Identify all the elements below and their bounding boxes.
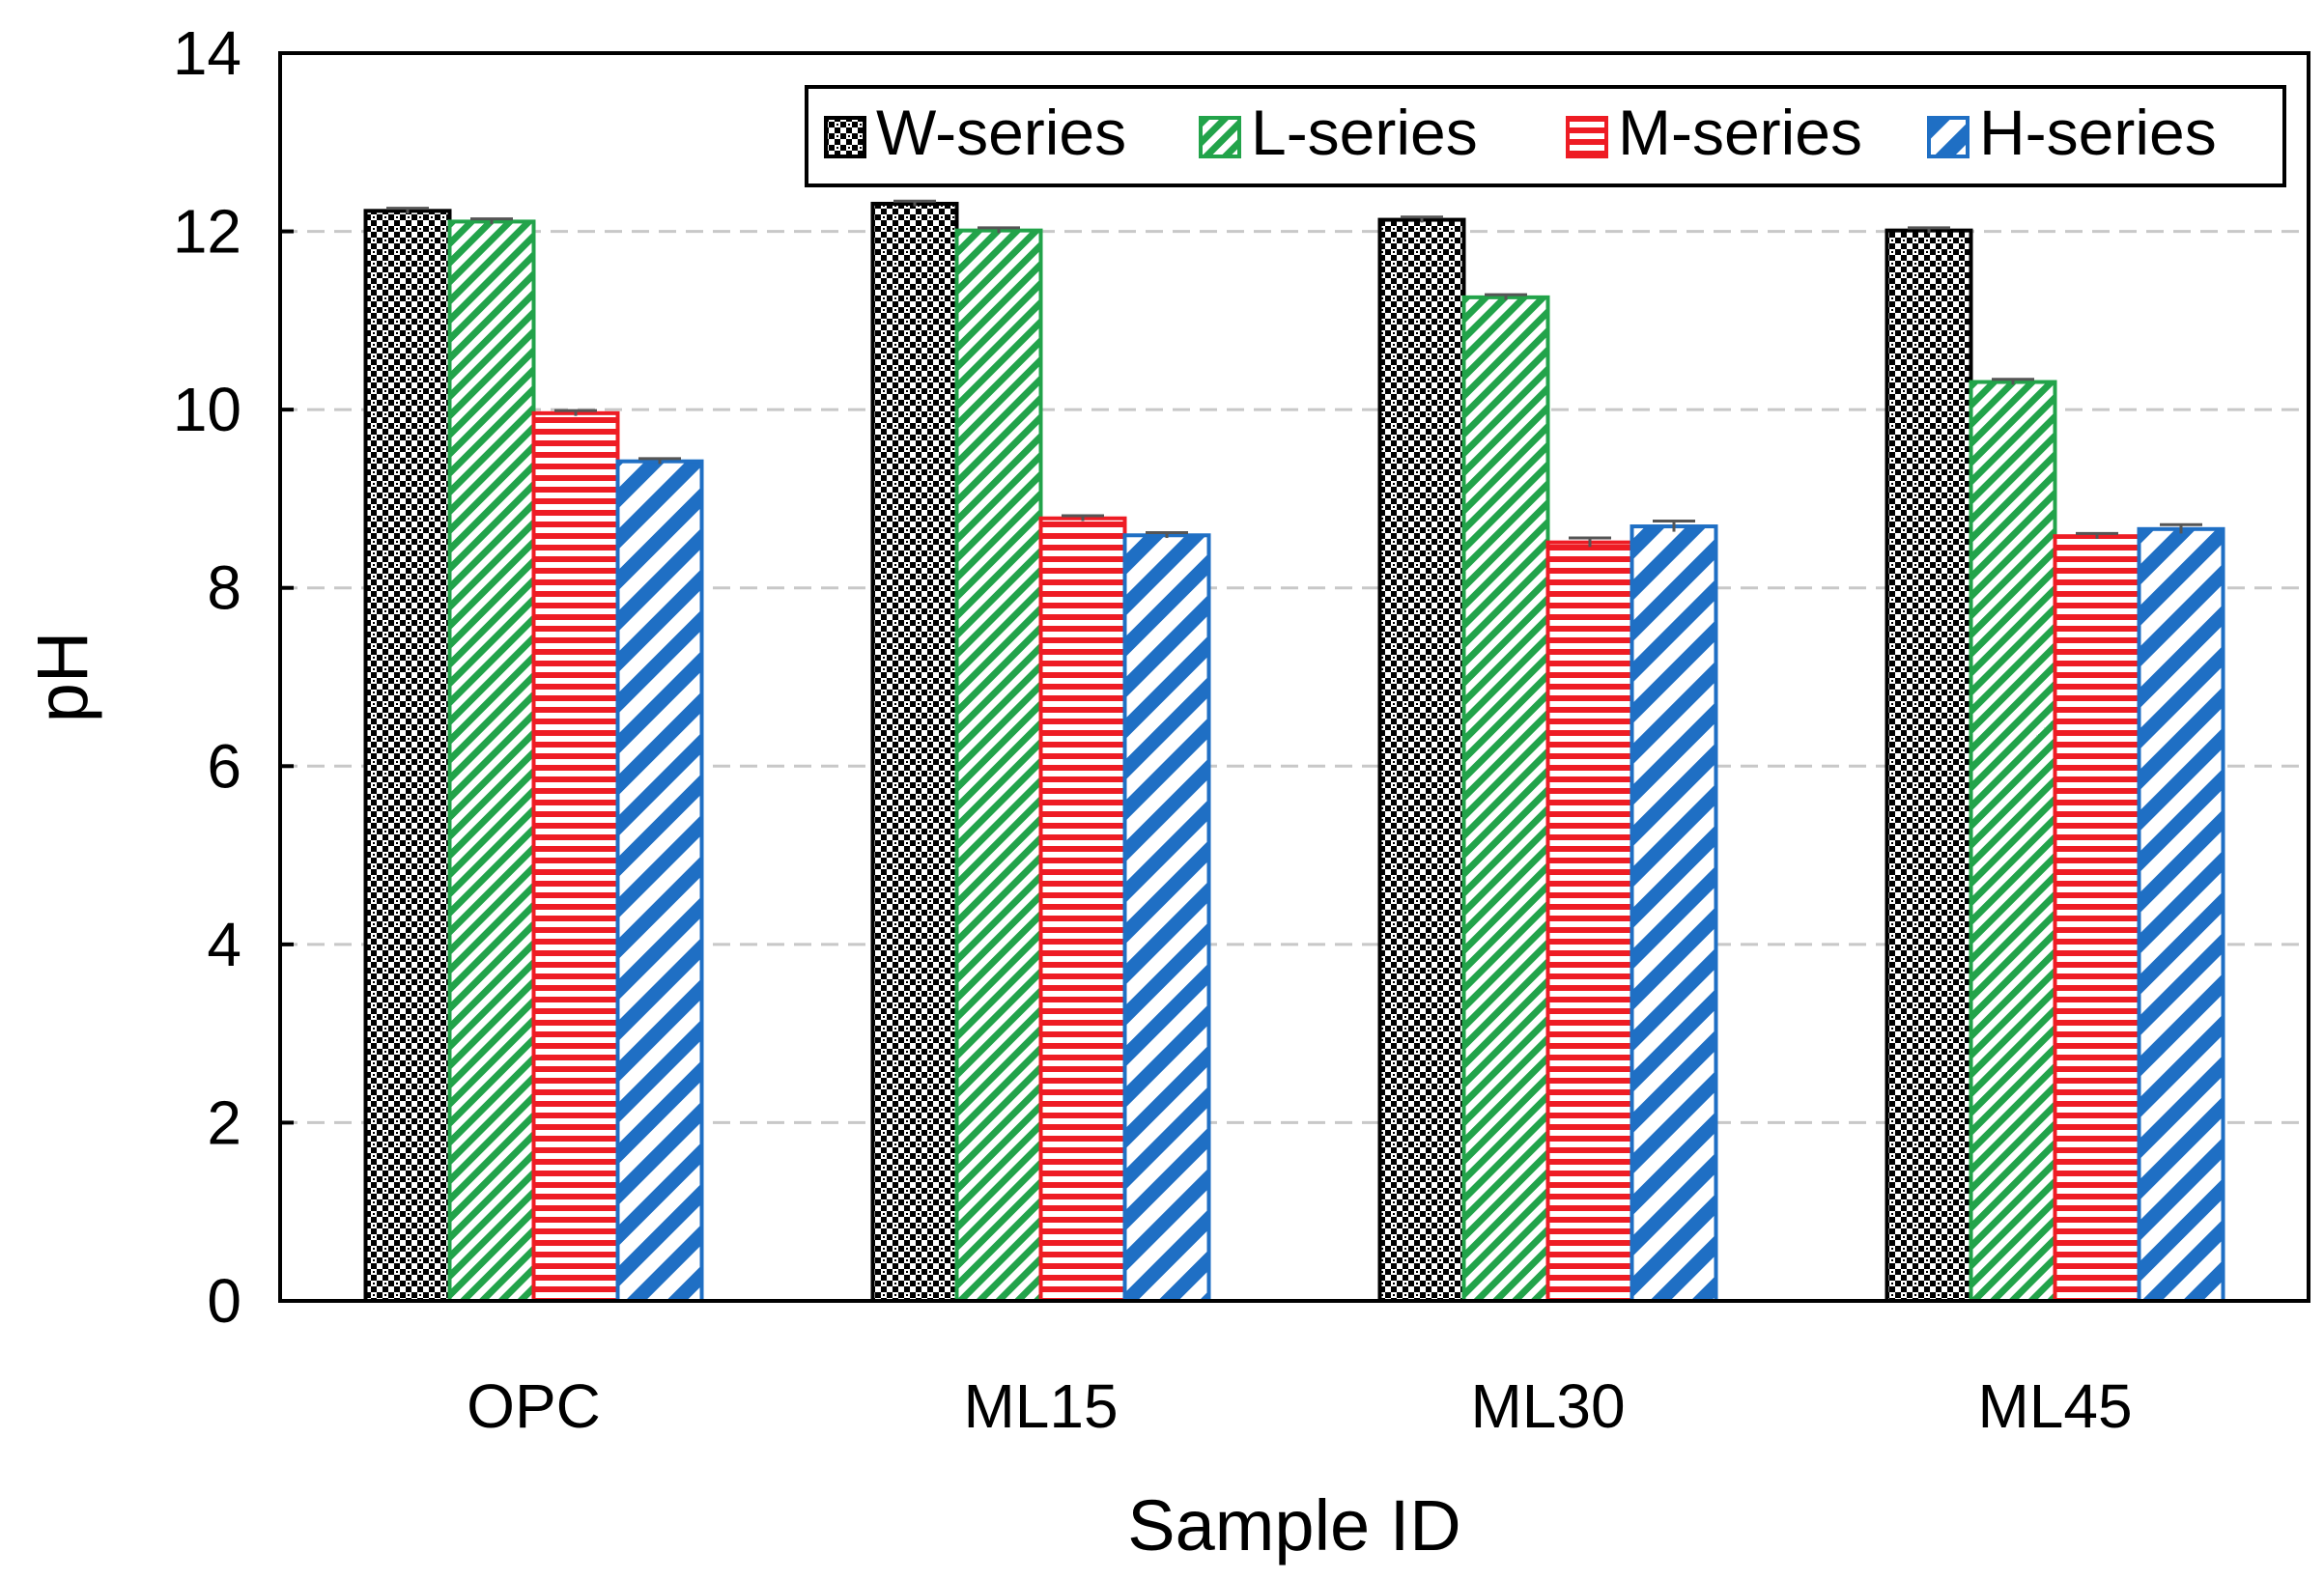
- legend: W-series L-series M-series H-series: [805, 85, 2286, 187]
- bar-l-series-ml45: [1969, 380, 2057, 1303]
- y-axis-title: pH: [22, 632, 102, 723]
- x-tick-label: ML15: [963, 1371, 1118, 1441]
- plot-frame: [278, 51, 2310, 1303]
- y-tick-label: 12: [173, 197, 241, 267]
- axis-labels: OPC ML15 ML30 ML45 0 2 4 6 8 10 12 14 Sample ID pH: [22, 18, 2133, 1566]
- bar-w-series-ml30: [1377, 217, 1466, 1303]
- bar-m-series-ml30: [1545, 540, 1634, 1303]
- legend-swatch-m-series: [1566, 116, 1608, 158]
- bar-w-series-ml45: [1885, 228, 1973, 1304]
- bar-l-series-opc: [447, 219, 536, 1303]
- legend-label-m-series: M-series: [1618, 97, 1862, 168]
- x-tick-label: OPC: [467, 1371, 601, 1441]
- bar-w-series-opc: [363, 209, 452, 1304]
- bar-m-series-ml15: [1038, 516, 1127, 1303]
- bar-h-series-ml45: [2137, 526, 2225, 1303]
- bar-m-series-opc: [531, 410, 620, 1303]
- legend-box: [805, 85, 2286, 187]
- bar-h-series-ml15: [1122, 533, 1211, 1303]
- bar-h-series-opc: [615, 459, 704, 1303]
- y-tick-label: 6: [207, 731, 241, 801]
- bar-m-series-ml45: [2053, 534, 2141, 1303]
- y-tick-label: 4: [207, 910, 241, 979]
- y-tick-label: 0: [207, 1266, 241, 1336]
- legend-swatch-l-series: [1199, 116, 1241, 158]
- bar-l-series-ml30: [1461, 295, 1550, 1303]
- x-tick-label: ML30: [1470, 1371, 1625, 1441]
- bar-l-series-ml15: [954, 228, 1043, 1304]
- x-axis-title: Sample ID: [1127, 1485, 1460, 1566]
- x-tick-label: ML45: [1977, 1371, 2132, 1441]
- y-tick-label: 10: [173, 375, 241, 444]
- legend-label-h-series: H-series: [1979, 97, 2217, 168]
- y-tick-label: 8: [207, 553, 241, 623]
- bars: [363, 199, 2225, 1304]
- axes: [278, 51, 2310, 1303]
- legend-swatch-w-series: [824, 116, 866, 158]
- legend-swatch-h-series: [1927, 116, 1970, 158]
- legend-label-l-series: L-series: [1251, 97, 1478, 168]
- y-tick-label: 14: [173, 18, 241, 88]
- legend-label-w-series: W-series: [876, 97, 1126, 168]
- bar-h-series-ml30: [1630, 524, 1718, 1303]
- y-tick-label: 2: [207, 1087, 241, 1157]
- bar-w-series-ml15: [870, 201, 959, 1303]
